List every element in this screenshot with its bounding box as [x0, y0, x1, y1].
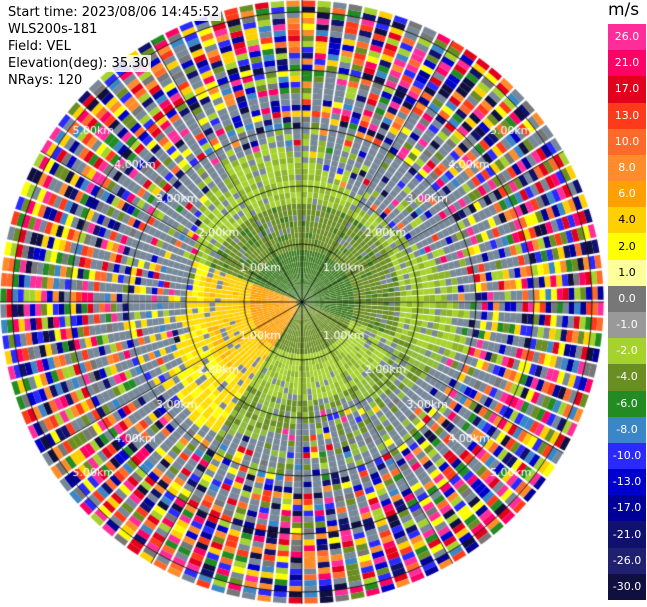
colorbar-tick: -17.0: [612, 501, 642, 515]
start-time: Start time: 2023/08/06 14:45:52: [6, 4, 222, 21]
ppi-plot: [0, 0, 607, 607]
colorbar-segment: [608, 154, 646, 182]
colorbar-segment: [608, 573, 646, 601]
colorbar-segment: [608, 181, 646, 208]
colorbar-segment: [608, 76, 646, 104]
colorbar-segment: [608, 364, 646, 392]
colorbar-tick: -13.0: [612, 475, 642, 489]
nrays-label: NRays: 120: [6, 72, 85, 89]
colorbar-tick: 8.0: [618, 161, 636, 174]
colorbar-segment: [608, 50, 646, 77]
colorbar-segment: [608, 207, 646, 234]
colorbar-segment: [608, 469, 646, 496]
colorbar-segment: [608, 24, 646, 51]
colorbar-tick: 6.0: [618, 187, 636, 201]
colorbar-segment: [608, 442, 646, 470]
colorbar-tick: -10.0: [612, 449, 642, 462]
colorbar-segment: [608, 102, 646, 130]
field-label: Field: VEL: [6, 38, 73, 55]
colorbar-title: m/s: [608, 0, 640, 20]
colorbar: 26.0 21.0 17.0 13.0 10.0 8.0 6.0 4.0 2.0 1.0 0.0 -1…: [608, 24, 646, 601]
colorbar-tick: -1.0: [616, 318, 638, 332]
colorbar-tick: -4.0: [616, 370, 638, 384]
colorbar-segment: [608, 128, 646, 156]
colorbar-tick: 17.0: [614, 82, 640, 96]
colorbar-segment: [608, 521, 646, 549]
colorbar-tick: 21.0: [614, 56, 640, 70]
colorbar-segment: [608, 233, 646, 261]
colorbar-segment: [608, 495, 646, 522]
header-info: Start time: 2023/08/06 14:45:52 WLS200s-…: [6, 4, 222, 89]
colorbar-tick: -6.0: [616, 396, 638, 410]
colorbar-tick: 26.0: [614, 30, 640, 44]
colorbar-segment: [608, 312, 646, 339]
colorbar-segment: [608, 416, 646, 444]
instrument-name: WLS200s-181: [6, 21, 100, 38]
colorbar-tick: -21.0: [612, 527, 642, 541]
colorbar-tick: -30.0: [612, 579, 642, 593]
colorbar-segment: [608, 338, 646, 365]
colorbar-tick: 1.0: [618, 265, 636, 279]
colorbar-tick: 2.0: [618, 239, 636, 253]
colorbar-tick: -26.0: [612, 553, 642, 567]
elevation-label: Elevation(deg): 35.30: [6, 55, 151, 72]
colorbar-tick: 13.0: [614, 108, 640, 122]
colorbar-tick: 10.0: [614, 134, 640, 148]
colorbar-tick: 0.0: [618, 291, 636, 305]
colorbar-tick: 4.0: [618, 213, 636, 227]
colorbar-segment: [608, 285, 646, 313]
colorbar-segment: [608, 547, 646, 575]
colorbar-segment: [608, 390, 646, 418]
colorbar-segment: [608, 259, 646, 287]
colorbar-tick: -2.0: [616, 344, 638, 358]
colorbar-tick: -8.0: [616, 422, 638, 436]
